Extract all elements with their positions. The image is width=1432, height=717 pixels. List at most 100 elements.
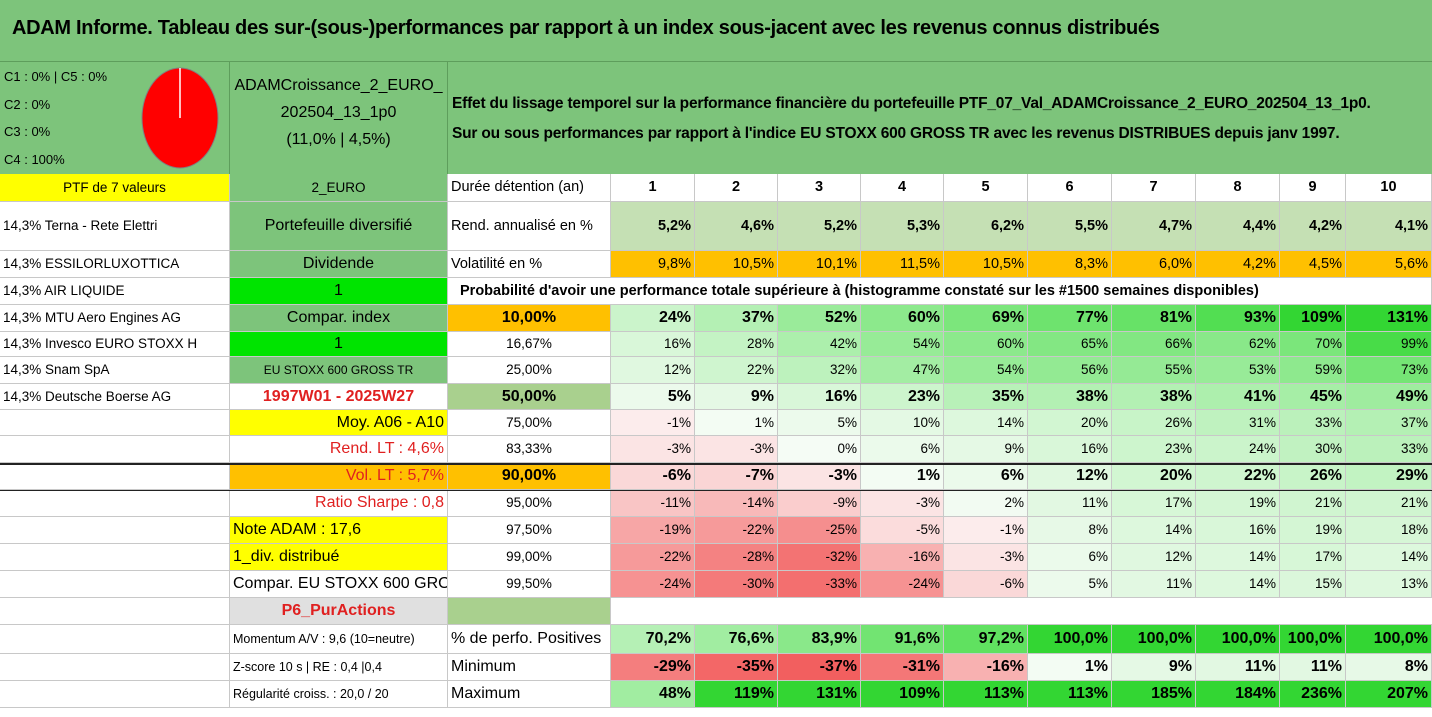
- probability-value: 1%: [861, 463, 944, 490]
- probability-value: 19%: [1196, 490, 1280, 517]
- probability-value: 11%: [1028, 490, 1112, 517]
- description-line2: Sur ou sous performances par rapport à l…: [452, 125, 1340, 142]
- empty-cell: [0, 463, 230, 490]
- probability-value: 35%: [944, 384, 1028, 410]
- year-header-9: 9: [1280, 174, 1346, 202]
- holding-snam: 14,3% Snam SpA: [0, 357, 230, 384]
- holding-deutsche-boerse: 14,3% Deutsche Boerse AG: [0, 384, 230, 410]
- empty-cell: [0, 681, 230, 708]
- probability-value: -32%: [778, 544, 861, 571]
- probability-value: 16%: [611, 332, 695, 357]
- probability-value: 52%: [778, 305, 861, 332]
- holding-air-liquide: 14,3% AIR LIQUIDE: [0, 278, 230, 305]
- positive-performance-label: % de perfo. Positives: [448, 625, 611, 654]
- empty-cell: [0, 598, 230, 625]
- legend-c2: C2 : 0%: [4, 97, 51, 112]
- probability-value: -16%: [861, 544, 944, 571]
- threshold-8: 97,50%: [448, 517, 611, 544]
- portfolio-code-line3: (11,0% | 4,5%): [286, 131, 391, 148]
- probability-value: 32%: [778, 357, 861, 384]
- probability-value: 53%: [1196, 357, 1280, 384]
- probability-value: 93%: [1196, 305, 1280, 332]
- portfolio-code-cell: ADAMCroissance_2_EURO_ 202504_13_1p0 (11…: [230, 62, 448, 174]
- probability-value: 17%: [1112, 490, 1196, 517]
- positive-performance-value: 100,0%: [1028, 625, 1112, 654]
- flag-value-1: 1: [230, 278, 448, 305]
- maximum-performance-value: 207%: [1346, 681, 1432, 708]
- probability-value: -24%: [861, 571, 944, 598]
- year-header-7: 7: [1112, 174, 1196, 202]
- probability-value: 24%: [611, 305, 695, 332]
- empty-cell: [0, 436, 230, 463]
- volatility-value: 6,0%: [1112, 251, 1196, 278]
- maximum-performance-value: 119%: [695, 681, 778, 708]
- threshold-1: 16,67%: [448, 332, 611, 357]
- probability-value: 8%: [1028, 517, 1112, 544]
- legend-c3: C3 : 0%: [4, 124, 51, 139]
- probability-value: -25%: [778, 517, 861, 544]
- annualized-return-value: 5,2%: [778, 202, 861, 251]
- year-header-2: 2: [695, 174, 778, 202]
- threshold-3: 50,00%: [448, 384, 611, 410]
- probability-value: 29%: [1346, 463, 1432, 490]
- probability-value: -3%: [611, 436, 695, 463]
- threshold-7: 95,00%: [448, 490, 611, 517]
- annualized-return-value: 4,2%: [1280, 202, 1346, 251]
- minimum-performance-value: 9%: [1112, 654, 1196, 681]
- portfolio-code-line1: ADAMCroissance_2_EURO_: [234, 77, 443, 94]
- probability-value: 24%: [1196, 436, 1280, 463]
- probability-value: 19%: [1280, 517, 1346, 544]
- probability-value: 59%: [1280, 357, 1346, 384]
- probability-value: -1%: [611, 410, 695, 436]
- probability-value: 23%: [1112, 436, 1196, 463]
- probability-value: 65%: [1028, 332, 1112, 357]
- annualized-return-value: 6,2%: [944, 202, 1028, 251]
- volatility-value: 4,2%: [1196, 251, 1280, 278]
- probability-value: 14%: [1196, 571, 1280, 598]
- probability-value: 62%: [1196, 332, 1280, 357]
- probability-value: -3%: [695, 436, 778, 463]
- probability-value: 5%: [1028, 571, 1112, 598]
- positive-performance-value: 100,0%: [1112, 625, 1196, 654]
- minimum-performance-value: 8%: [1346, 654, 1432, 681]
- long-term-return: Rend. LT : 4,6%: [230, 436, 448, 463]
- allocation-legend: C1 : 0% | C5 : 0% C2 : 0% C3 : 0% C4 : 1…: [0, 62, 230, 174]
- probability-value: 49%: [1346, 384, 1432, 410]
- probability-value: 14%: [944, 410, 1028, 436]
- annualized-return-value: 4,1%: [1346, 202, 1432, 251]
- probability-value: 16%: [1028, 436, 1112, 463]
- probability-value: -6%: [611, 463, 695, 490]
- minimum-performance-value: -35%: [695, 654, 778, 681]
- maximum-performance-value: 236%: [1280, 681, 1346, 708]
- probability-value: -33%: [778, 571, 861, 598]
- z-score-indicator: Z-score 10 s | RE : 0,4 |0,4: [230, 654, 448, 681]
- probability-value: -14%: [695, 490, 778, 517]
- empty-cell: [0, 571, 230, 598]
- probability-value: -22%: [611, 544, 695, 571]
- annualized-return-value: 4,7%: [1112, 202, 1196, 251]
- holding-mtu-aero: 14,3% MTU Aero Engines AG: [0, 305, 230, 332]
- probability-value: 20%: [1028, 410, 1112, 436]
- threshold-5: 83,33%: [448, 436, 611, 463]
- probability-value: -28%: [695, 544, 778, 571]
- probability-value: 14%: [1346, 544, 1432, 571]
- volatility-value: 5,6%: [1346, 251, 1432, 278]
- compar-index-label: Compar. index: [230, 305, 448, 332]
- allocation-pie-chart: [141, 67, 219, 169]
- probability-value: 6%: [861, 436, 944, 463]
- probability-title: Probabilité d'avoir une performance tota…: [448, 278, 1432, 305]
- probability-value: 1%: [695, 410, 778, 436]
- minimum-performance-value: -37%: [778, 654, 861, 681]
- threshold-4: 75,00%: [448, 410, 611, 436]
- empty-cell: [0, 410, 230, 436]
- probability-value: 0%: [778, 436, 861, 463]
- volatility-label: Volatilité en %: [448, 251, 611, 278]
- annualized-return-value: 5,5%: [1028, 202, 1112, 251]
- maximum-performance-value: 109%: [861, 681, 944, 708]
- threshold-6: 90,00%: [448, 463, 611, 490]
- probability-value: 70%: [1280, 332, 1346, 357]
- probability-value: 6%: [1028, 544, 1112, 571]
- minimum-performance-value: 11%: [1196, 654, 1280, 681]
- probability-value: 41%: [1196, 384, 1280, 410]
- probability-value: 14%: [1196, 544, 1280, 571]
